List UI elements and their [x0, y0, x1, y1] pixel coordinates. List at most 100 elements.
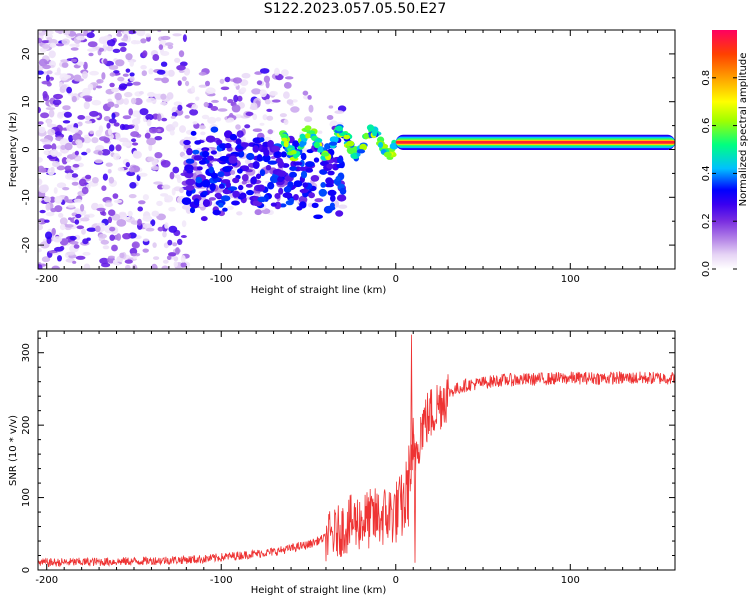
heatmap-blob: [291, 99, 298, 103]
heatmap-blob: [167, 69, 175, 77]
heatmap-blob: [104, 202, 113, 208]
heatmap-blob: [55, 43, 65, 47]
heatmap-blob: [80, 217, 90, 222]
heatmap-blob: [210, 172, 218, 179]
heatmap-blob: [160, 51, 170, 56]
heatmap-blob: [112, 48, 121, 54]
heatmap-blob: [61, 38, 70, 45]
heatmap-blob: [109, 72, 116, 77]
heatmap-blob: [42, 44, 50, 49]
heatmap-blob: [46, 119, 52, 127]
snr-line-layer: [38, 334, 675, 568]
heatmap-blob: [293, 180, 303, 188]
heatmap-blob: [217, 171, 225, 178]
heatmap-blob: [172, 166, 180, 174]
heatmap-blob: [111, 87, 120, 93]
heatmap-blob: [232, 77, 243, 84]
heatmap-blob: [192, 121, 198, 125]
heatmap-blob: [101, 149, 111, 156]
heatmap-blob: [237, 150, 245, 158]
top-ytick-label: -10: [21, 189, 32, 205]
heatmap-blob: [184, 115, 190, 119]
heatmap-blob: [115, 144, 122, 152]
heatmap-blob: [108, 118, 117, 124]
heatmap-blob: [160, 61, 168, 67]
heatmap-blob: [83, 101, 90, 110]
heatmap-blob: [81, 151, 88, 156]
bottom-xtick-label: -100: [210, 575, 233, 586]
heatmap-blob: [290, 106, 300, 113]
heatmap-blob: [131, 138, 137, 143]
colorbar-tick-label: 0.8: [701, 70, 712, 86]
heatmap-blob: [189, 207, 196, 214]
heatmap-blob: [289, 171, 297, 178]
heatmap-blob: [69, 43, 77, 47]
heatmap-blob: [177, 80, 182, 86]
heatmap-blob: [121, 37, 128, 42]
heatmap-blob: [283, 91, 290, 99]
heatmap-blob: [161, 117, 168, 122]
ridge-blob: [335, 125, 343, 132]
heatmap-blob: [196, 166, 203, 171]
heatmap-blob: [42, 141, 51, 145]
ridge-blob: [317, 146, 324, 151]
heatmap-blob: [119, 252, 125, 259]
heatmap-blob: [86, 32, 95, 39]
heatmap-blob: [201, 165, 209, 169]
heatmap-blob: [73, 208, 81, 214]
heatmap-blob: [71, 181, 79, 186]
heatmap-blob: [105, 162, 113, 167]
heatmap-blob: [324, 183, 334, 188]
heatmap-blob: [117, 76, 125, 82]
top-xtick-label: -100: [210, 274, 233, 285]
heatmap-blob: [154, 77, 163, 81]
heatmap-blob: [62, 187, 70, 191]
heatmap-blob: [51, 227, 56, 236]
heatmap-blob: [136, 30, 146, 37]
heatmap-blob: [205, 135, 216, 143]
heatmap-blob: [237, 95, 243, 102]
bottom-ytick-label: 0: [21, 567, 32, 573]
heatmap-blob: [94, 159, 103, 164]
ridge-blob: [299, 133, 306, 140]
heatmap-blob: [217, 108, 228, 112]
heatmap-blob: [282, 192, 293, 199]
heatmap-blob: [259, 137, 265, 143]
heatmap-blob: [62, 105, 71, 111]
heatmap-blob: [300, 152, 307, 161]
top-ytick-label: 0: [21, 146, 32, 152]
heatmap-blob: [173, 261, 178, 268]
heatmap-blob: [77, 115, 86, 120]
ridge-blob: [347, 147, 356, 155]
bottom-plot-frame: [37, 330, 676, 571]
heatmap-blob: [52, 236, 63, 243]
heatmap-blob: [100, 239, 110, 245]
heatmap-blob: [71, 95, 77, 103]
ridge-blob: [366, 124, 375, 131]
heatmap-blob: [114, 103, 120, 108]
heatmap-blob: [302, 90, 309, 96]
heatmap-blob: [81, 71, 88, 79]
heatmap-blob: [236, 130, 244, 138]
heatmap-blob: [166, 92, 174, 100]
heatmap-blob: [129, 72, 135, 77]
heatmap-blob: [149, 30, 155, 33]
heatmap-blob: [313, 157, 320, 163]
heatmap-blob: [107, 169, 112, 174]
top-yaxis-label: Frequency (Hz): [8, 112, 19, 188]
heatmap-blob: [279, 113, 287, 118]
heatmap-blob: [185, 184, 195, 191]
ridge-blob: [363, 132, 369, 140]
heatmap-blob: [167, 239, 173, 246]
heatmap-blob: [49, 196, 56, 203]
heatmap-blob: [198, 71, 207, 76]
heatmap-blob: [108, 209, 116, 216]
heatmap-blob: [54, 131, 62, 136]
heatmap-blob: [64, 224, 74, 228]
heatmap-blob: [139, 108, 149, 116]
heatmap-blob: [137, 206, 143, 212]
heatmap-blob: [156, 213, 167, 221]
heatmap-blob: [198, 84, 208, 88]
heatmap-blob: [137, 218, 142, 226]
colorbar: [712, 30, 737, 269]
